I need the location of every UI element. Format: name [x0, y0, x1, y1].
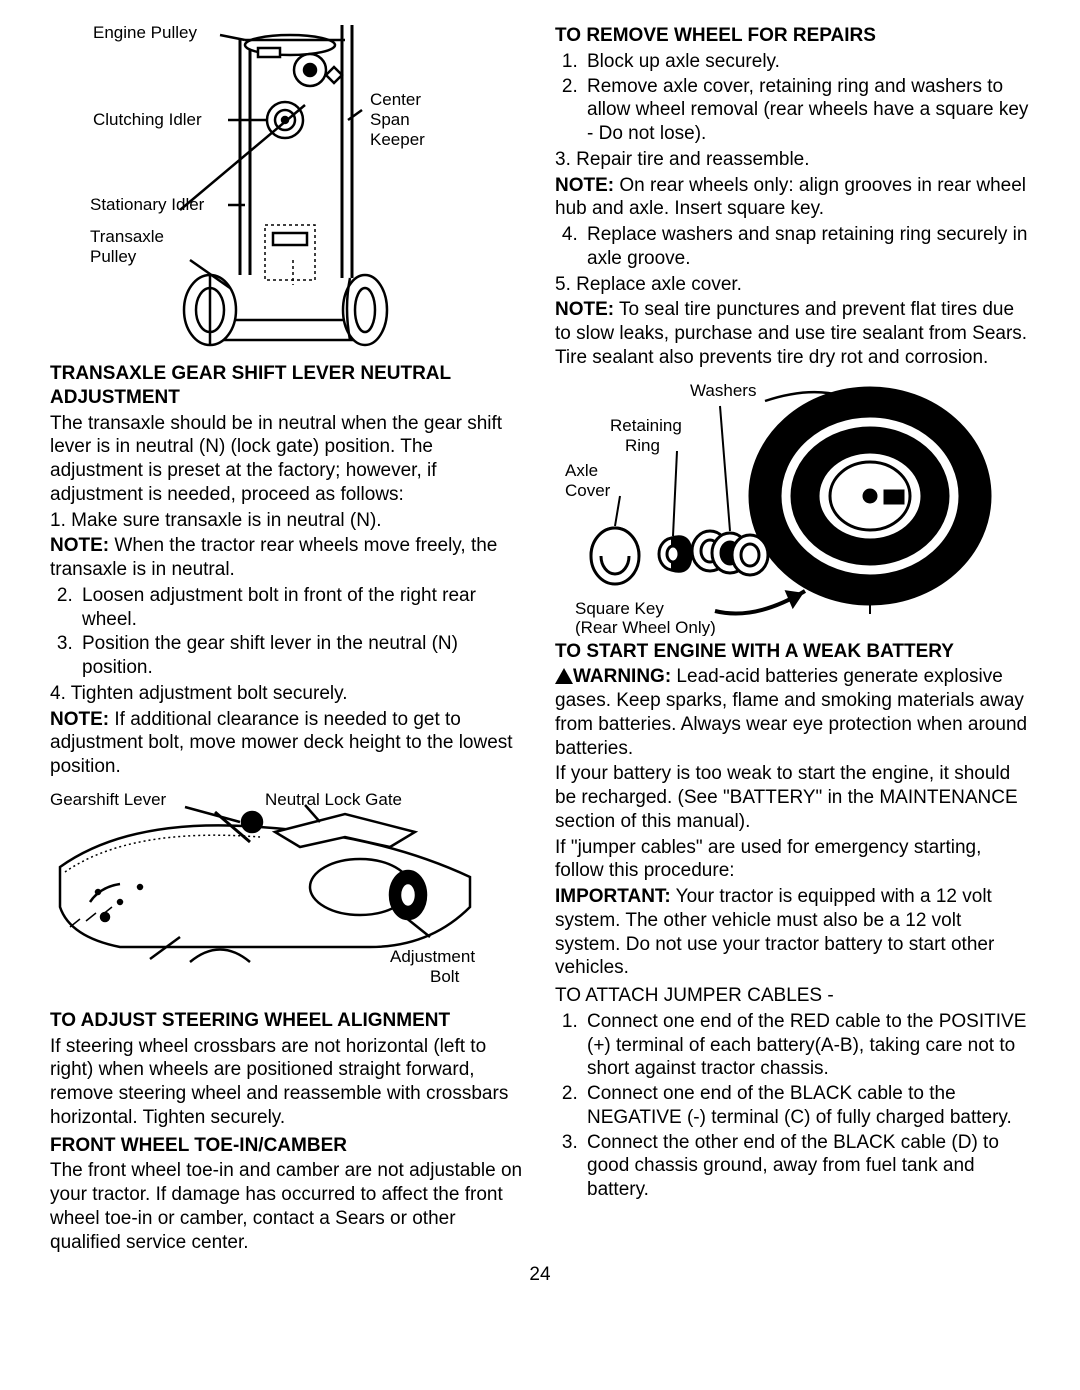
list-transaxle-steps: Loosen adjustment bolt in front of the r…: [50, 584, 525, 680]
label-note: NOTE:: [555, 175, 614, 196]
text-toe-body: The front wheel toe-in and camber are no…: [50, 1159, 525, 1254]
text-warning: WARNING: Lead-acid batteries generate ex…: [555, 665, 1030, 760]
text-transaxle-step1: 1. Make sure transaxle is in neutral (N)…: [50, 509, 525, 533]
label-note: NOTE:: [50, 535, 109, 556]
text-wheel-step5: 5. Replace axle cover.: [555, 273, 1030, 297]
label-neutral-lock-gate: Neutral Lock Gate: [265, 790, 402, 809]
label-washers: Washers: [690, 381, 756, 400]
heading-steering: TO ADJUST STEERING WHEEL ALIGNMENT: [50, 1009, 525, 1033]
label-note: NOTE:: [50, 709, 109, 730]
label-adjustment: Adjustment: [390, 947, 475, 966]
text-jumper-step3: Connect the other end of the BLACK cable…: [583, 1131, 1030, 1202]
text-jumper-step1: Connect one end of the RED cable to the …: [583, 1010, 1030, 1081]
text-steering-body: If steering wheel crossbars are not hori…: [50, 1035, 525, 1130]
text-wheel-note1: NOTE: On rear wheels only: align grooves…: [555, 174, 1030, 222]
label-clutching-idler: Clutching Idler: [93, 110, 202, 129]
label-span: Span: [370, 110, 410, 129]
text-transaxle-note1: NOTE: When the tractor rear wheels move …: [50, 534, 525, 582]
text-jumper-step2: Connect one end of the BLACK cable to th…: [583, 1082, 1030, 1130]
label-retaining: Retaining: [610, 416, 682, 435]
heading-toe: FRONT WHEEL TOE-IN/CAMBER: [50, 1134, 525, 1158]
text-transaxle-note2: NOTE: If additional clearance is needed …: [50, 708, 525, 779]
label-transaxle: Transaxle: [90, 227, 164, 246]
page-number: 24: [50, 1264, 1030, 1286]
label-center: Center: [370, 90, 421, 109]
label-square-key: Square Key: [575, 599, 664, 618]
right-column: TO REMOVE WHEEL FOR REPAIRS Block up axl…: [555, 20, 1030, 1256]
warning-icon: [555, 668, 573, 684]
label-bolt: Bolt: [430, 967, 460, 986]
text-battery-p3: If "jumper cables" are used for emergenc…: [555, 836, 1030, 884]
label-stationary-idler: Stationary Idler: [90, 195, 205, 214]
list-wheel-steps-b: Replace washers and snap retaining ring …: [555, 223, 1030, 271]
list-jumper-steps: Connect one end of the RED cable to the …: [555, 1010, 1030, 1202]
text-wheel-step1: Block up axle securely.: [583, 50, 1030, 74]
label-cover: Cover: [565, 481, 611, 500]
text-transaxle-intro: The transaxle should be in neutral when …: [50, 412, 525, 507]
text-transaxle-step2: Loosen adjustment bolt in front of the r…: [78, 584, 525, 632]
label-important: IMPORTANT:: [555, 886, 671, 907]
left-column: Engine Pulley Clutching Idler Stationary…: [50, 20, 525, 1256]
figure-wheel: Washers Retaining Ring Axle Cover Square…: [565, 376, 1005, 636]
label-rear-wheel-only: (Rear Wheel Only): [575, 618, 716, 636]
text-wheel-note2: NOTE: To seal tire punctures and prevent…: [555, 298, 1030, 369]
figure-gearshift: Gearshift Lever Neutral Lock Gate Adjust…: [50, 787, 490, 997]
heading-transaxle: TRANSAXLE GEAR SHIFT LEVER NEUTRAL ADJUS…: [50, 362, 525, 410]
text-wheel-step2: Remove axle cover, retaining ring and wa…: [583, 75, 1030, 146]
text-transaxle-step3: Position the gear shift lever in the neu…: [78, 632, 525, 680]
label-gearshift-lever: Gearshift Lever: [50, 790, 167, 809]
text-important: IMPORTANT: Your tractor is equipped with…: [555, 885, 1030, 980]
heading-battery: TO START ENGINE WITH A WEAK BATTERY: [555, 640, 1030, 664]
text-transaxle-step4: 4. Tighten adjustment bolt securely.: [50, 682, 525, 706]
label-engine-pulley: Engine Pulley: [93, 23, 197, 42]
list-wheel-steps-a: Block up axle securely. Remove axle cove…: [555, 50, 1030, 146]
label-pulley: Pulley: [90, 247, 137, 266]
text-battery-p2: If your battery is too weak to start the…: [555, 762, 1030, 833]
label-keeper: Keeper: [370, 130, 425, 149]
text-wheel-step3: 3. Repair tire and reassemble.: [555, 148, 1030, 172]
text-wheel-step4: Replace washers and snap retaining ring …: [583, 223, 1030, 271]
heading-wheel: TO REMOVE WHEEL FOR REPAIRS: [555, 24, 1030, 48]
label-ring: Ring: [625, 436, 660, 455]
heading-attach-jumper: TO ATTACH JUMPER CABLES -: [555, 984, 1030, 1008]
label-note: NOTE:: [555, 299, 614, 320]
label-warning: WARNING:: [573, 666, 671, 687]
figure-pulleys: Engine Pulley Clutching Idler Stationary…: [90, 20, 450, 350]
label-axle: Axle: [565, 461, 598, 480]
